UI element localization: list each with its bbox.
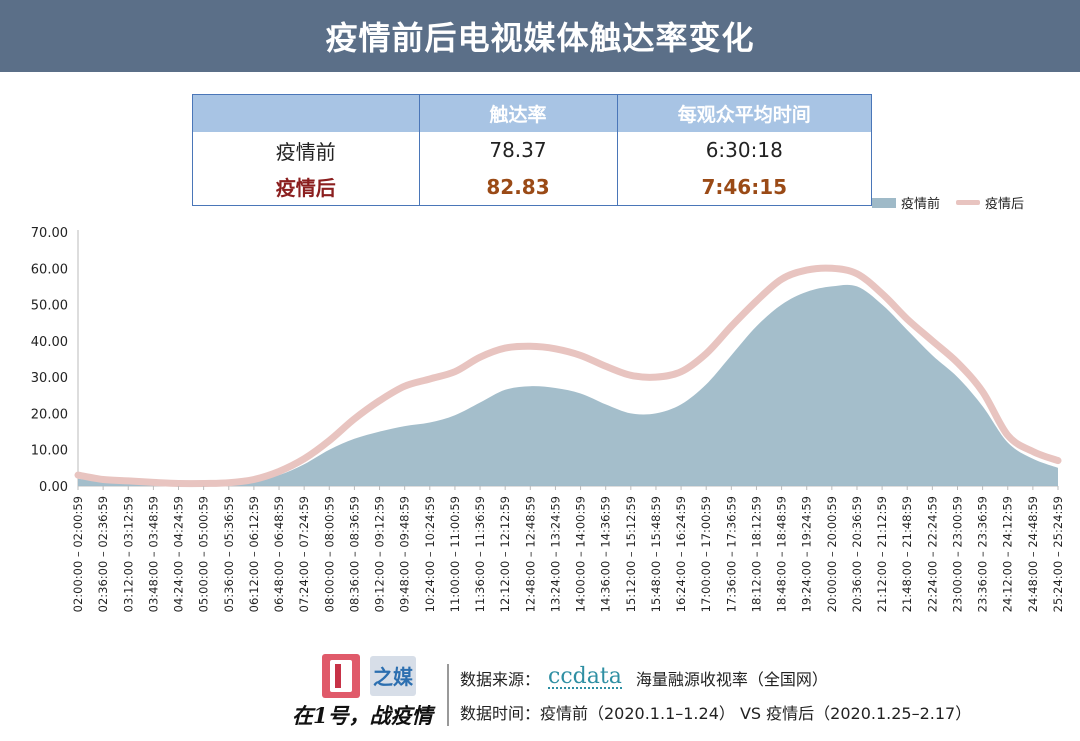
x-tick-label: 17:36:00 – 17:36:59 <box>724 496 738 612</box>
legend-label-before: 疫情前 <box>901 197 941 212</box>
x-tick-label: 12:48:00 – 12:48:59 <box>523 496 537 612</box>
y-tick-label: 60.00 <box>31 262 68 277</box>
x-tick-label: 17:00:00 – 17:00:59 <box>699 496 713 612</box>
summary-header-avg-time: 每观众平均时间 <box>616 95 871 132</box>
source-desc: 海量融源收视率（全国网） <box>635 670 828 689</box>
summary-reach-value: 82.83 <box>418 168 617 205</box>
x-tick-label: 06:12:00 – 06:12:59 <box>247 496 261 612</box>
footer-divider <box>447 664 449 726</box>
x-tick-label: 19:24:00 – 19:24:59 <box>800 496 814 612</box>
x-tick-label: 09:12:00 – 09:12:59 <box>373 496 387 612</box>
x-tick-label: 25:24:00 – 25:24:59 <box>1051 496 1065 612</box>
x-tick-label: 20:36:00 – 20:36:59 <box>850 496 864 612</box>
x-tick-label: 05:36:00 – 05:36:59 <box>222 496 236 612</box>
legend-item-before: 疫情前 <box>872 193 940 212</box>
x-tick-label: 21:48:00 – 21:48:59 <box>900 496 914 612</box>
x-tick-label: 23:00:00 – 23:00:59 <box>950 496 964 612</box>
x-tick-label: 20:00:00 – 20:00:59 <box>825 496 839 612</box>
y-tick-label: 50.00 <box>31 299 68 314</box>
y-tick-label: 70.00 <box>31 226 68 241</box>
x-tick-label: 05:00:00 – 05:00:59 <box>197 496 211 612</box>
x-tick-label: 14:00:00 – 14:00:59 <box>574 496 588 612</box>
summary-header-row: 触达率 每观众平均时间 <box>193 95 871 132</box>
x-tick-label: 03:48:00 – 03:48:59 <box>146 496 160 612</box>
x-tick-label: 11:00:00 – 11:00:59 <box>448 496 462 612</box>
x-tick-label: 08:36:00 – 08:36:59 <box>347 496 361 612</box>
x-tick-label: 02:00:00 – 02:00:59 <box>71 496 85 612</box>
legend-item-after: 疫情后 <box>956 193 1024 212</box>
logo-text: 之媒 <box>373 665 414 689</box>
series-line-after <box>74 264 1062 488</box>
x-tick-label: 24:48:00 – 24:48:59 <box>1026 496 1040 612</box>
footer-source: 数据来源： ccdata 海量融源收视率（全国网） <box>460 666 828 690</box>
x-tick-label: 03:12:00 – 03:12:59 <box>121 496 135 612</box>
source-brand: ccdata <box>548 664 622 689</box>
logo-mark-one <box>335 664 341 688</box>
x-tick-label: 23:36:00 – 23:36:59 <box>976 496 990 612</box>
y-tick-label: 10.00 <box>31 444 68 459</box>
y-tick-label: 40.00 <box>31 335 68 350</box>
summary-row-before: 疫情前 78.37 6:30:18 <box>193 132 871 169</box>
summary-row-label: 疫情后 <box>275 176 336 201</box>
x-tick-label: 08:00:00 – 08:00:59 <box>322 496 336 612</box>
summary-header-reach: 触达率 <box>418 95 617 132</box>
summary-header-empty <box>193 95 419 132</box>
summary-avg-time-value: 7:46:15 <box>616 168 871 205</box>
x-tick-label: 02:36:00 – 02:36:59 <box>96 496 110 612</box>
legend-swatch-after <box>956 200 981 205</box>
y-tick-label: 20.00 <box>31 407 68 422</box>
y-tick-label: 0.00 <box>39 480 68 495</box>
x-tick-label: 24:12:00 – 24:12:59 <box>1001 496 1015 612</box>
x-tick-label: 07:24:00 – 07:24:59 <box>297 496 311 612</box>
header-bar: 疫情前后电视媒体触达率变化 <box>0 0 1080 72</box>
legend-label-after: 疫情后 <box>985 197 1025 212</box>
x-tick-label: 04:24:00 – 04:24:59 <box>172 496 186 612</box>
y-tick-label: 30.00 <box>31 371 68 386</box>
x-tick-label: 16:24:00 – 16:24:59 <box>674 496 688 612</box>
x-tick-label: 18:48:00 – 18:48:59 <box>775 496 789 612</box>
x-tick-label: 15:48:00 – 15:48:59 <box>649 496 663 612</box>
source-label: 数据来源： <box>460 670 541 689</box>
legend-swatch-before <box>872 197 896 208</box>
summary-table: 触达率 每观众平均时间 疫情前 78.37 6:30:18 疫情后 82.83 … <box>192 94 872 206</box>
summary-row-after: 疫情后 82.83 7:46:15 <box>193 168 871 205</box>
chart-legend: 疫情前 疫情后 <box>872 193 1040 212</box>
x-tick-label: 11:36:00 – 11:36:59 <box>473 496 487 612</box>
footer-data-time: 数据时间：疫情前（2020.1.1–1.24） VS 疫情后（2020.1.25… <box>460 704 972 723</box>
x-tick-label: 15:12:00 – 15:12:59 <box>624 496 638 612</box>
summary-avg-time-value: 6:30:18 <box>616 132 871 169</box>
footer-slogan: 在1号，战疫情 <box>292 703 433 728</box>
x-tick-label: 14:36:00 – 14:36:59 <box>599 496 613 612</box>
summary-row-label: 疫情前 <box>275 139 336 164</box>
reach-area-chart: 0.00 10.00 20.00 30.00 40.00 50.00 60.00 70.00 0… <box>31 226 1065 612</box>
x-tick-label: 06:48:00 – 06:48:59 <box>272 496 286 612</box>
page-title: 疫情前后电视媒体触达率变化 <box>325 19 755 57</box>
summary-reach-value: 78.37 <box>418 132 617 169</box>
logo-text-bg <box>370 656 416 696</box>
x-tick-label: 12:12:00 – 12:12:59 <box>498 496 512 612</box>
x-tick-label: 10:24:00 – 10:24:59 <box>423 496 437 612</box>
x-tick-label: 13:24:00 – 13:24:59 <box>548 496 562 612</box>
x-tick-label: 21:12:00 – 21:12:59 <box>875 496 889 612</box>
x-tick-label: 18:12:00 – 18:12:59 <box>749 496 763 612</box>
zhimei-logo: 之媒 <box>322 654 416 698</box>
series-area-before <box>78 284 1058 486</box>
x-tick-label: 09:48:00 – 09:48:59 <box>398 496 412 612</box>
x-tick-label: 22:24:00 – 22:24:59 <box>925 496 939 612</box>
